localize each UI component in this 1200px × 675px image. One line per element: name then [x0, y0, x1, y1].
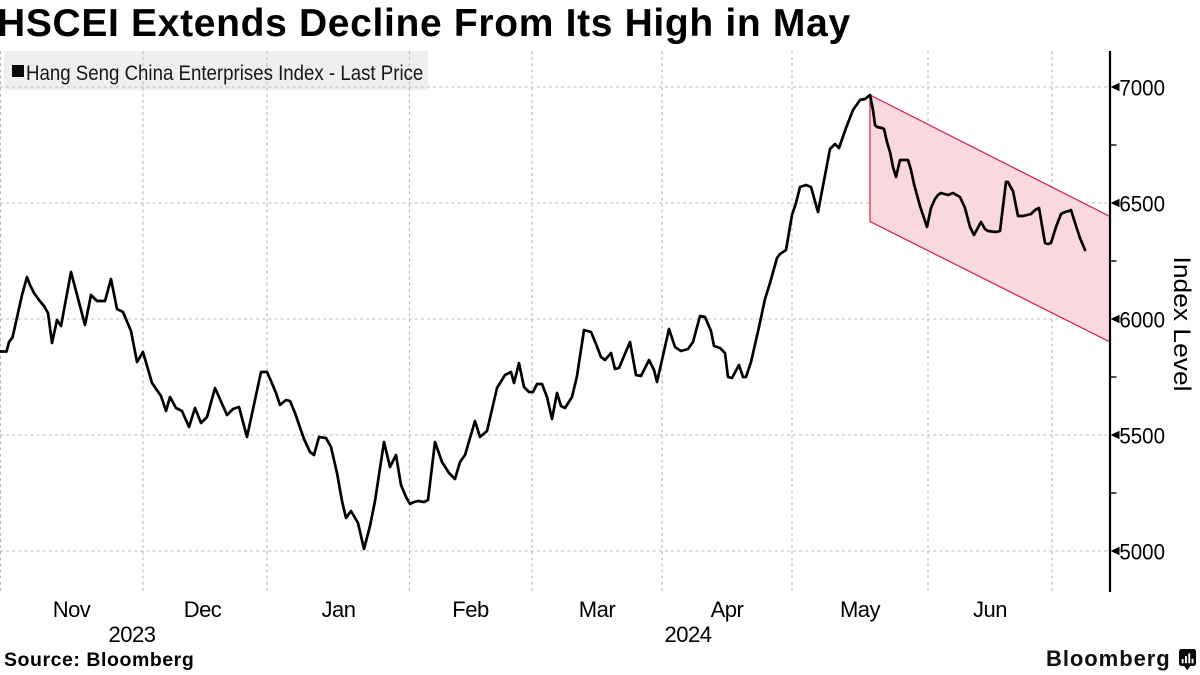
svg-text:7000: 7000	[1119, 76, 1165, 101]
svg-text:Index Level: Index Level	[1168, 257, 1195, 392]
svg-text:5500: 5500	[1119, 424, 1165, 449]
svg-text:Apr: Apr	[711, 597, 744, 622]
svg-text:2024: 2024	[665, 622, 712, 647]
svg-text:2023: 2023	[109, 622, 156, 647]
svg-text:6500: 6500	[1119, 192, 1165, 217]
svg-text:6000: 6000	[1119, 308, 1165, 333]
svg-text:Jun: Jun	[973, 597, 1007, 622]
svg-text:5000: 5000	[1119, 540, 1165, 565]
svg-text:May: May	[840, 597, 881, 622]
svg-text:Nov: Nov	[53, 597, 91, 622]
svg-text:Dec: Dec	[184, 597, 222, 622]
svg-text:Jan: Jan	[322, 597, 356, 622]
svg-text:Mar: Mar	[579, 597, 616, 622]
svg-text:Feb: Feb	[452, 597, 489, 622]
